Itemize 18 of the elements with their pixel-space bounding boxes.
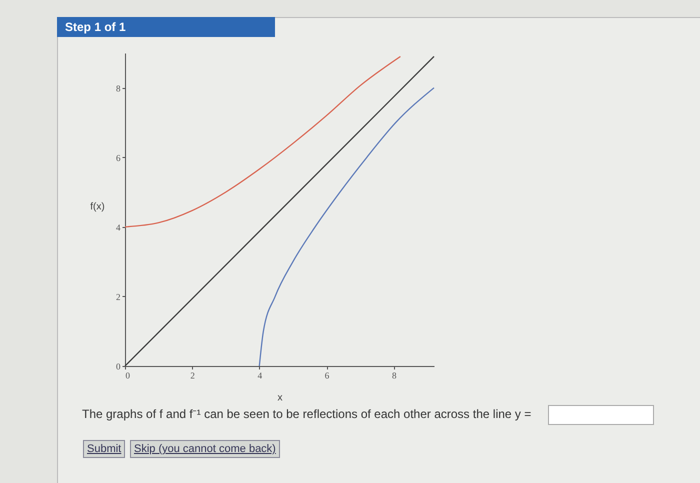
text: Submit xyxy=(83,440,126,458)
text: The graphs of f and f⁻¹ can be seen to be reflections of each other across the line y = xyxy=(82,406,532,422)
line-series xyxy=(124,56,402,228)
y-tick-label: 2 xyxy=(116,292,120,302)
y-tick-label: 0 xyxy=(116,362,121,372)
line-series xyxy=(258,87,435,367)
y-axis-title: f(x) xyxy=(90,202,105,212)
y-tick-label: 8 xyxy=(116,83,121,94)
x-tick-label: 6 xyxy=(324,370,330,380)
y-tick-label: 6 xyxy=(116,152,121,163)
x-tick-label: 0 xyxy=(126,370,130,380)
x-axis-title: x xyxy=(278,392,282,404)
x-tick-label: 4 xyxy=(258,370,263,380)
y-tick-label: 4 xyxy=(116,222,121,232)
text: Step 1 of 1 xyxy=(57,17,275,37)
text: Skip (you cannot come back) xyxy=(130,440,280,458)
x-tick-label: 8 xyxy=(392,370,397,380)
x-tick-label: 2 xyxy=(190,370,195,380)
